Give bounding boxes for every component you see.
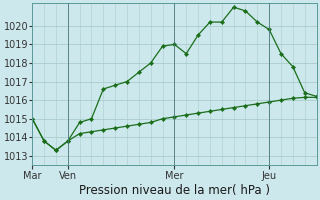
X-axis label: Pression niveau de la mer( hPa ): Pression niveau de la mer( hPa ) [79,184,270,197]
